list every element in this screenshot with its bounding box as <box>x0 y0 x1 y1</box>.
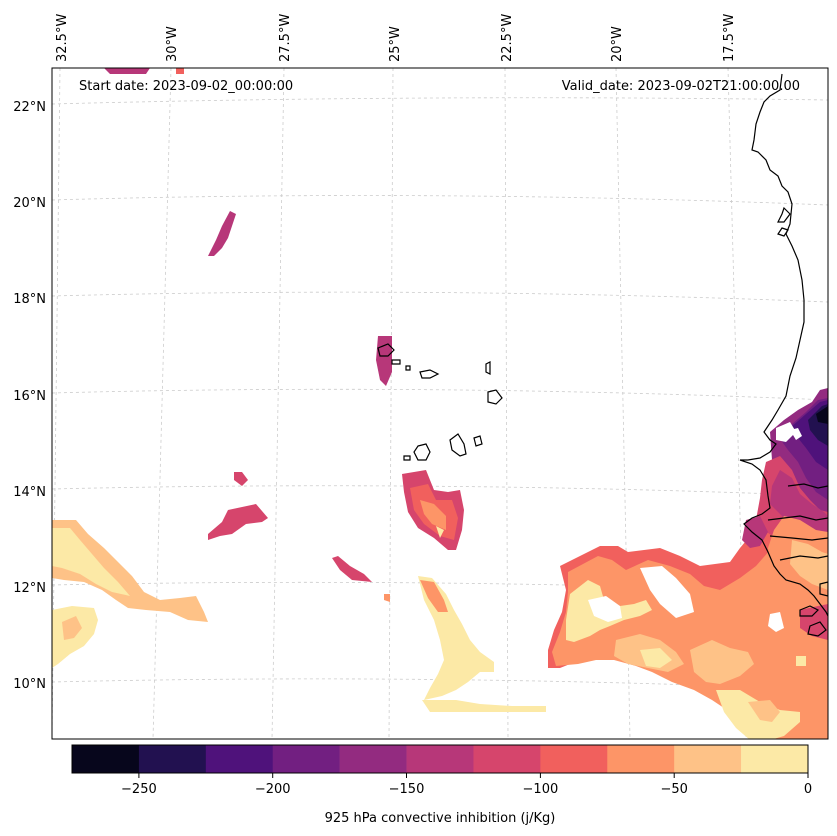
cin-patch <box>748 700 780 722</box>
cin-patch <box>690 640 754 684</box>
lon-label: 30°W <box>165 26 180 62</box>
cin-patch <box>208 504 268 540</box>
cin-patch <box>332 556 372 582</box>
colorbar-cells <box>72 745 809 773</box>
coastlines <box>377 73 828 637</box>
colorbar-tick-label: −50 <box>660 782 687 797</box>
cin-hole <box>640 566 694 618</box>
latitude-labels: 22°N 20°N 18°N 16°N 14°N 12°N 10°N <box>13 100 46 692</box>
island <box>377 343 395 357</box>
lat-label: 20°N <box>13 196 46 211</box>
border <box>769 535 828 541</box>
colorbar-tick-label: −200 <box>255 782 291 797</box>
cin-hole <box>588 596 622 622</box>
colorbar-tick-label: 0 <box>804 782 812 797</box>
longitude-labels: 32.5°W 30°W 27.5°W 25°W 22.5°W 20°W 17.5… <box>55 14 737 62</box>
cin-patch <box>420 500 446 530</box>
cin-patch <box>640 648 672 668</box>
island <box>799 605 820 617</box>
lon-label: 27.5°W <box>278 14 293 62</box>
colorbar-ticks <box>138 773 809 778</box>
cin-patch <box>384 594 390 602</box>
cin-hole <box>776 422 796 442</box>
cin-patch <box>234 472 248 486</box>
map-frame <box>51 67 829 740</box>
cin-patch <box>552 520 828 739</box>
colorbar-cell <box>406 745 474 773</box>
colorbar-cell <box>540 745 608 773</box>
lat-label: 14°N <box>13 485 46 500</box>
lon-label: 32.5°W <box>55 14 70 62</box>
cin-hole <box>768 612 784 632</box>
map-area <box>52 68 828 739</box>
colorbar-tick-label: −150 <box>389 782 425 797</box>
lon-label: 20°W <box>610 26 625 62</box>
cin-patch <box>770 470 828 540</box>
colorbar-frame <box>71 744 809 774</box>
border <box>787 483 828 489</box>
cin-patch <box>62 616 82 640</box>
cin-patch <box>790 540 828 590</box>
valid-date-label: Valid_date: 2023-09-02T21:00:00.00 <box>562 79 800 94</box>
lat-label: 22°N <box>13 100 46 115</box>
island <box>485 361 491 375</box>
island <box>403 455 411 461</box>
colorbar-cell <box>72 745 140 773</box>
colorbar-tick-label: −250 <box>121 782 157 797</box>
cin-contours <box>52 68 828 739</box>
cin-patch <box>176 68 184 74</box>
cin-patch <box>436 526 444 538</box>
cin-patch <box>52 520 208 622</box>
colorbar-cell <box>272 745 340 773</box>
cin-patch <box>208 211 236 256</box>
colorbar-tick-label: −100 <box>523 782 559 797</box>
island <box>807 621 827 637</box>
cin-patch <box>796 656 806 666</box>
cin-patch <box>420 580 448 612</box>
island <box>449 433 467 457</box>
lon-label: 25°W <box>388 26 403 62</box>
lat-label: 12°N <box>13 581 46 596</box>
colorbar-cell <box>205 745 274 773</box>
lon-label: 22.5°W <box>500 14 515 62</box>
colorbar: −250 −200 −150 −100 −50 0 925 hPa convec… <box>71 744 812 826</box>
island <box>419 369 440 379</box>
cin-patch <box>104 68 150 74</box>
africa-coastline <box>739 73 828 617</box>
island <box>413 443 431 461</box>
border <box>779 555 828 561</box>
island <box>487 389 503 405</box>
lat-label: 18°N <box>13 292 46 307</box>
island <box>391 359 401 365</box>
start-date-label: Start date: 2023-09-02_00:00:00 <box>79 79 293 94</box>
island <box>819 581 828 597</box>
island <box>405 365 411 371</box>
lat-label: 10°N <box>13 677 46 692</box>
colorbar-cell <box>473 745 541 773</box>
colorbar-cell <box>339 745 407 773</box>
lat-label: 16°N <box>13 389 46 404</box>
colorbar-cell <box>607 745 675 773</box>
colorbar-cell <box>138 745 207 773</box>
cin-patch <box>376 336 392 386</box>
colorbar-label: 925 hPa convective inhibition (j/Kg) <box>325 811 556 826</box>
cin-patch <box>422 700 546 712</box>
gambia-river <box>767 515 828 521</box>
island <box>473 435 483 447</box>
cin-patch <box>800 604 828 640</box>
colorbar-cell <box>741 745 809 773</box>
island <box>777 227 789 237</box>
cin-patch <box>52 528 130 596</box>
lon-label: 17.5°W <box>722 14 737 62</box>
colorbar-cell <box>674 745 742 773</box>
cin-patch <box>816 406 828 424</box>
island <box>777 206 791 223</box>
